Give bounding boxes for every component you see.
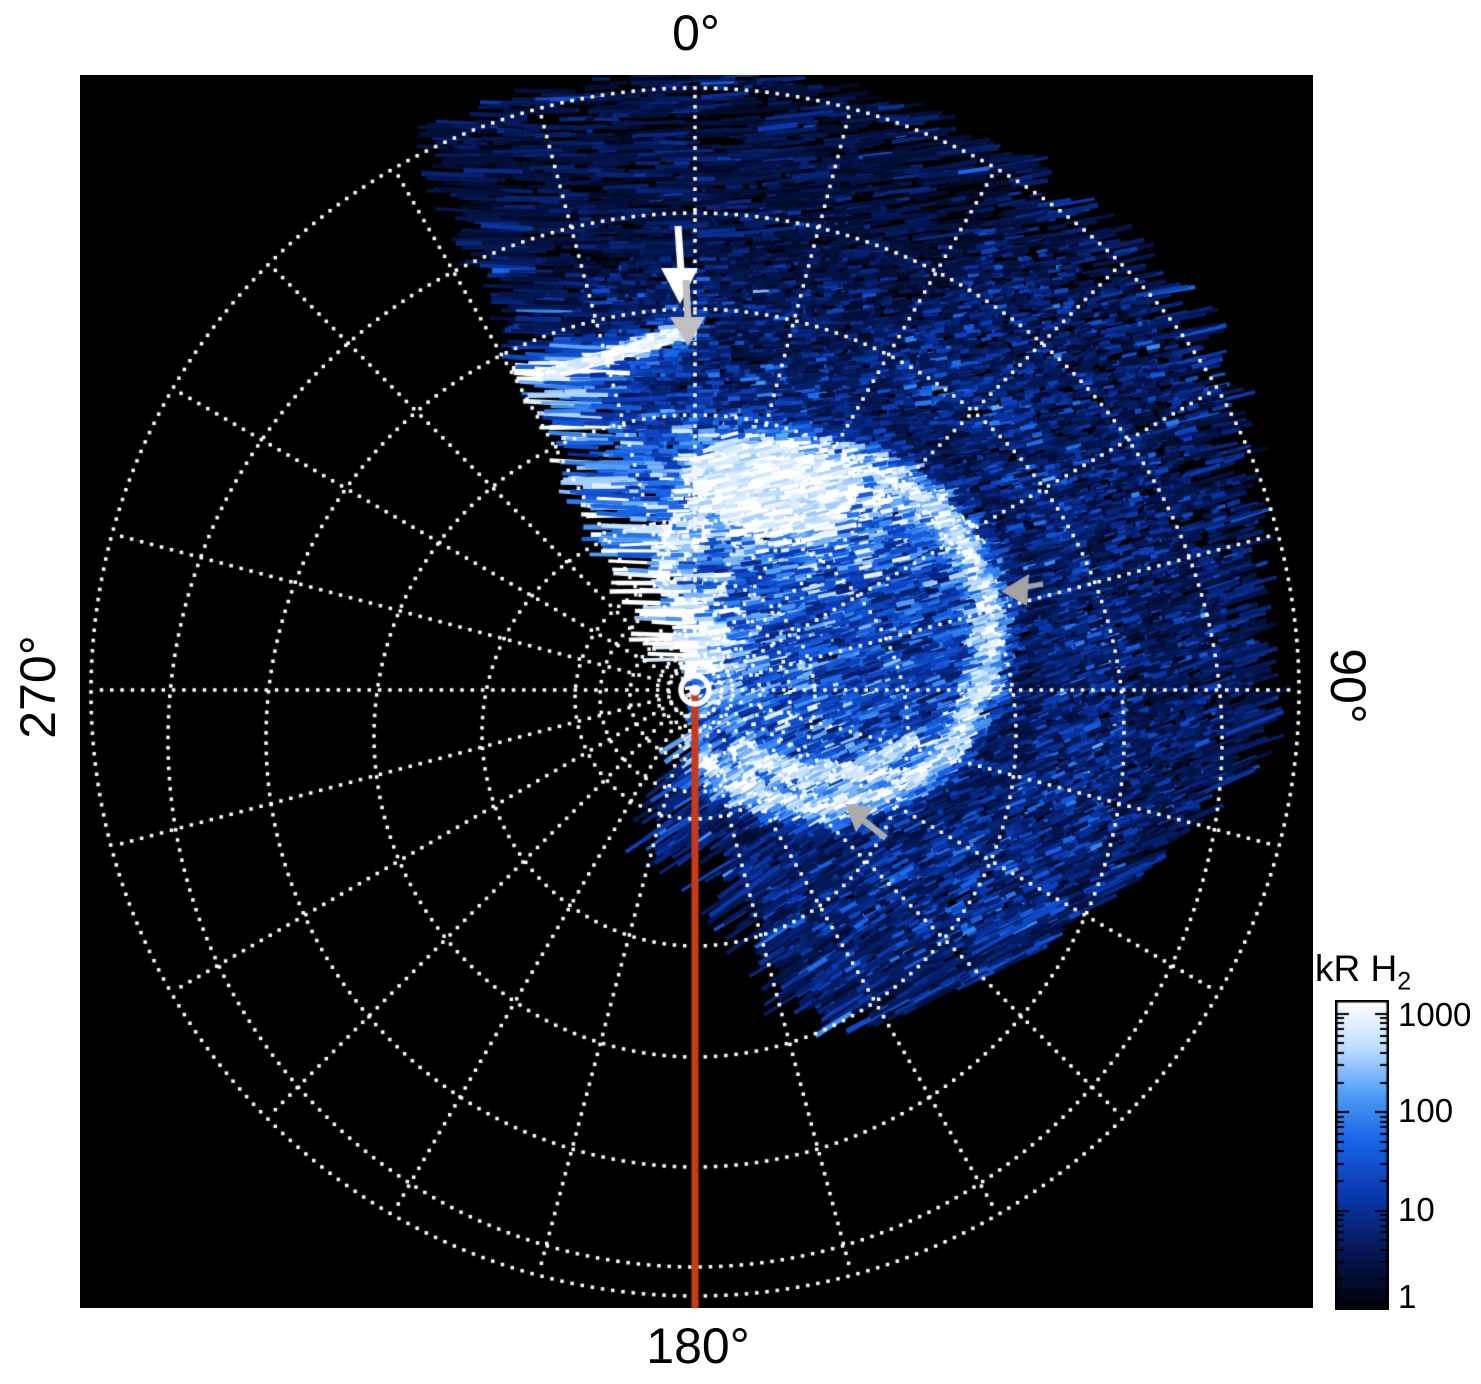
colorbar-tick-label-1000: 1000: [1398, 996, 1472, 1033]
angle-label-90: 90°: [1320, 648, 1376, 724]
colorbar-tick-label-100: 100: [1398, 1092, 1454, 1129]
colorbar-title-subscript: 2: [1397, 967, 1412, 996]
polar-aurora-map-canvas: [80, 75, 1313, 1308]
colorbar-canvas: [1335, 1000, 1389, 1310]
colorbar-title: kR H2: [1315, 948, 1411, 996]
angle-label-180: 180°: [646, 1318, 750, 1374]
colorbar-tick-label-10: 10: [1398, 1191, 1435, 1228]
angle-label-270: 270°: [10, 635, 66, 739]
colorbar-title-text: kR H: [1315, 948, 1398, 989]
colorbar-tick-label-1: 1: [1398, 1278, 1417, 1315]
angle-label-0: 0°: [672, 5, 720, 61]
